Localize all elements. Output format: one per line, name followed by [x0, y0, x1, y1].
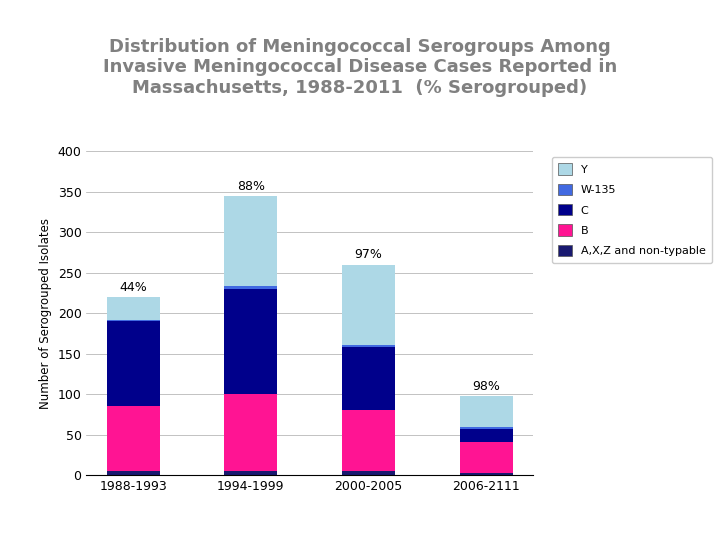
- Bar: [225, 289, 277, 394]
- Bar: [342, 471, 395, 475]
- Bar: [459, 473, 513, 475]
- Bar: [107, 406, 160, 471]
- Bar: [459, 396, 513, 427]
- Bar: [459, 429, 513, 442]
- Bar: [342, 345, 395, 347]
- Text: 97%: 97%: [354, 248, 382, 261]
- Text: Distribution of Meningococcal Serogroups Among
Invasive Meningococcal Disease Ca: Distribution of Meningococcal Serogroups…: [103, 38, 617, 97]
- Bar: [225, 195, 277, 286]
- Bar: [342, 410, 395, 471]
- Bar: [107, 320, 160, 321]
- Bar: [225, 286, 277, 289]
- Bar: [107, 471, 160, 475]
- Bar: [107, 297, 160, 320]
- Bar: [107, 321, 160, 406]
- Bar: [225, 471, 277, 475]
- Bar: [225, 394, 277, 471]
- Bar: [459, 442, 513, 473]
- Text: 44%: 44%: [120, 281, 147, 294]
- Bar: [459, 427, 513, 429]
- Y-axis label: Number of Serogrouped Isolates: Number of Serogrouped Isolates: [39, 218, 52, 409]
- Text: 98%: 98%: [472, 380, 500, 393]
- Text: Update d: Update d: [6, 524, 51, 534]
- Bar: [342, 347, 395, 410]
- Legend: Y, W-135, C, B, A,X,Z and non-typable: Y, W-135, C, B, A,X,Z and non-typable: [552, 157, 712, 263]
- Text: 88%: 88%: [237, 179, 265, 192]
- Bar: [342, 265, 395, 345]
